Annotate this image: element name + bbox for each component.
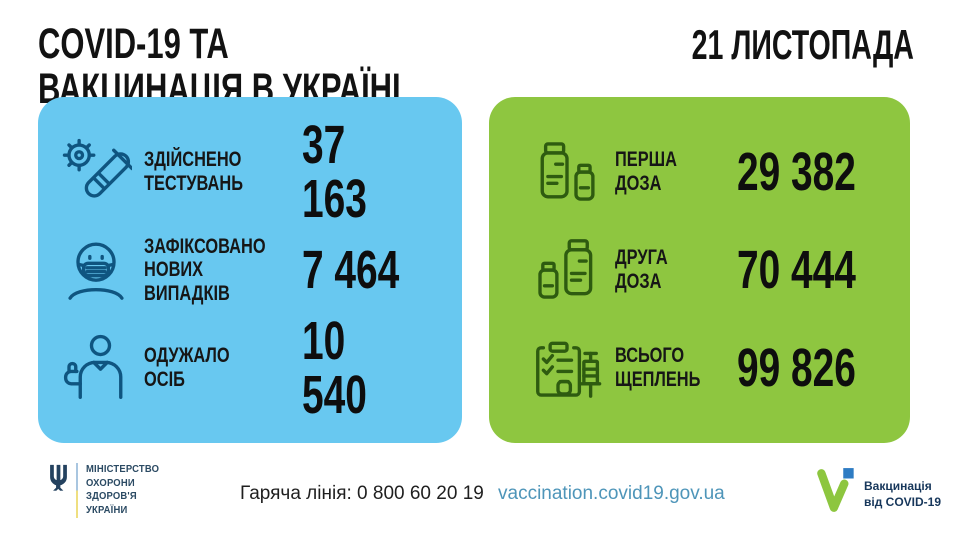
vaccination-campaign-logo: Вакцинація від COVID-19 [814, 466, 941, 516]
stat-row-first-dose: ПЕРША ДОЗА 29 382 [489, 123, 910, 221]
test-tube-icon [60, 136, 144, 208]
hotline-text: Гаряча лінія: 0 800 60 20 19 [240, 483, 484, 504]
stat-label: ОДУЖАЛО ОСІБ [144, 344, 230, 391]
stat-value: 10 540 [302, 311, 367, 425]
stat-label: ПЕРША ДОЗА [615, 148, 677, 195]
second-dose-vial-icon [531, 234, 615, 306]
ministry-name: МІНІСТЕРСТВО ОХОРОНИ ЗДОРОВ'Я УКРАЇНИ [86, 463, 160, 516]
stat-row-total-vaccinations: ВСЬОГО ЩЕПЛЕНЬ 99 826 [489, 319, 910, 417]
stat-row-new-cases: ЗАФІКСОВАНО НОВИХ ВИПАДКІВ 7 464 [38, 221, 462, 319]
stat-label: ВСЬОГО ЩЕПЛЕНЬ [615, 344, 701, 391]
trident-icon [50, 464, 67, 491]
total-vaccinations-icon [531, 332, 615, 404]
ministry-logo: МІНІСТЕРСТВО ОХОРОНИ ЗДОРОВ'Я УКРАЇНИ [48, 463, 167, 518]
vaccination-stats-panel: ПЕРША ДОЗА 29 382 Д [489, 97, 910, 443]
stat-value: 29 382 [737, 142, 856, 202]
stat-label: ЗДІЙСНЕНО ТЕСТУВАНЬ [144, 148, 243, 195]
recovered-person-icon [60, 332, 144, 404]
first-dose-vial-icon [531, 136, 615, 208]
stat-value: 99 826 [737, 338, 856, 398]
stat-label: ЗАФІКСОВАНО НОВИХ ВИПАДКІВ [144, 234, 266, 305]
stat-label: ДРУГА ДОЗА [615, 246, 668, 293]
report-date: 21 ЛИСТОПАДА [691, 21, 914, 68]
flag-divider [76, 463, 78, 518]
stat-row-recovered: ОДУЖАЛО ОСІБ 10 540 [38, 314, 462, 422]
covid-stats-panel: ЗДІЙСНЕНО ТЕСТУВАНЬ 37 163 [38, 97, 462, 443]
vaccination-site-link[interactable]: vaccination.covid19.gov.ua [498, 483, 725, 504]
masked-person-icon [60, 234, 144, 306]
vaccination-logo-text: Вакцинація від COVID-19 [864, 479, 942, 509]
stat-value: 7 464 [302, 240, 400, 300]
stat-row-second-dose: ДРУГА ДОЗА 70 444 [489, 221, 910, 319]
stat-value: 70 444 [737, 240, 856, 300]
vaccination-v-icon [817, 468, 854, 512]
stat-value: 37 163 [302, 115, 367, 229]
stat-row-tests: ЗДІЙСНЕНО ТЕСТУВАНЬ 37 163 [38, 118, 462, 226]
